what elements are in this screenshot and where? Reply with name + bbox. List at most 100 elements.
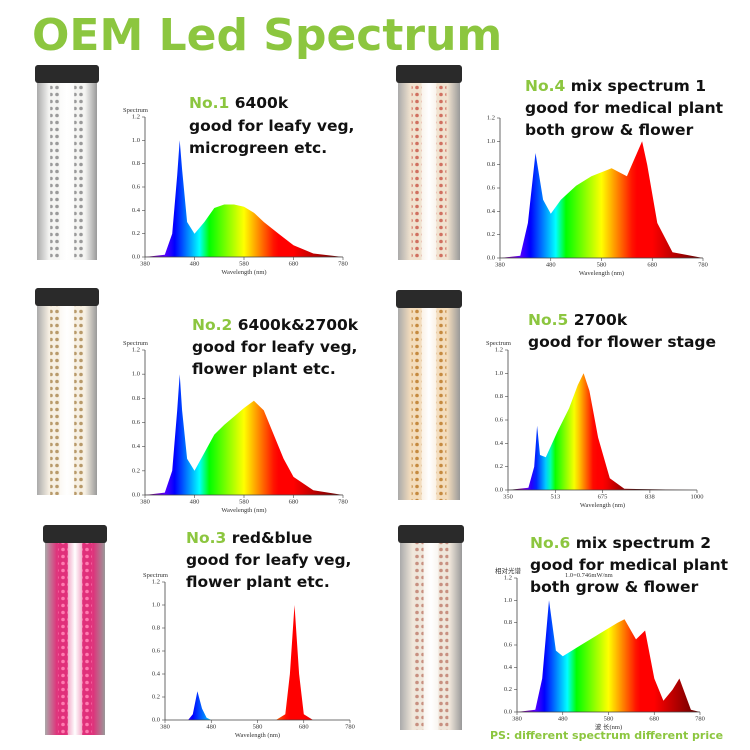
lamp-image xyxy=(398,525,464,730)
x-tick-label: 380 xyxy=(512,715,522,722)
lamp-tube xyxy=(398,65,460,260)
y-tick-label: 0.8 xyxy=(504,619,512,626)
lamp-tube xyxy=(398,290,460,500)
y-tick-label: 0.2 xyxy=(487,231,495,238)
lamp-cap xyxy=(398,525,464,543)
y-tick-label: 0.0 xyxy=(152,716,160,723)
y-tick-label: 0.6 xyxy=(504,641,513,648)
x-tick-label: 780 xyxy=(698,261,708,268)
spectrum-area xyxy=(145,140,343,257)
lamp-strip xyxy=(50,302,60,495)
y-tick-label: 0.6 xyxy=(152,647,161,654)
spectrum-chart: 0.0 0.2 0.4 0.6 0.8 1.0 1.2 380 480 580 680 780 相对光谱… xyxy=(495,566,705,731)
lamp-cap xyxy=(35,288,99,306)
footnote: PS: different spectrum different price xyxy=(490,729,723,742)
lamp-tube xyxy=(45,525,105,735)
panel-number: No.4 xyxy=(525,77,566,95)
y-tick-label: 0.2 xyxy=(152,693,160,700)
spectrum-chart: 0.0 0.2 0.4 0.6 0.8 1.0 1.2 380 480 580 680 780 Spec… xyxy=(143,572,355,739)
x-tick-label: 680 xyxy=(289,498,299,505)
panel-line: good for medical plant xyxy=(525,99,724,117)
panel-line: flower plant etc. xyxy=(192,360,336,378)
y-tick-label: 0.6 xyxy=(132,419,141,426)
y-tick-label: 0.2 xyxy=(132,230,140,237)
lamp-image xyxy=(396,290,462,500)
y-axis-label: Spectrum xyxy=(123,107,148,114)
y-tick-label: 0.8 xyxy=(132,160,140,167)
x-tick-label: 580 xyxy=(253,723,263,730)
y-tick-label: 0.4 xyxy=(487,208,496,215)
y-tick-label: 0.4 xyxy=(152,670,161,677)
spectrum-area xyxy=(500,141,703,258)
chart-note: 1.0=0.746mW/nm xyxy=(565,572,613,579)
spectrum-chart: 0.0 0.2 0.4 0.6 0.8 1.0 1.2 380 480 580 680 780 Spec… xyxy=(123,107,348,276)
lamp-tube xyxy=(37,65,97,260)
x-tick-label: 580 xyxy=(604,715,614,722)
lamp-strip xyxy=(411,304,422,500)
panel-heading: No.3 red&blue xyxy=(186,529,312,547)
y-tick-label: 0.4 xyxy=(504,664,513,671)
y-tick-label: 0.0 xyxy=(132,491,140,498)
y-tick-label: 0.6 xyxy=(487,184,496,191)
y-tick-label: 1.0 xyxy=(495,370,503,377)
lamp-cap xyxy=(35,65,99,83)
x-tick-label: 680 xyxy=(289,260,299,267)
lamp-strip xyxy=(436,79,447,260)
y-axis-label: 相对光谱 xyxy=(495,566,522,575)
panel-heading: No.5 2700k xyxy=(528,311,628,329)
y-tick-label: 1.0 xyxy=(132,371,140,378)
x-tick-label: 480 xyxy=(546,261,556,268)
y-tick-label: 0.0 xyxy=(132,253,140,260)
y-tick-label: 0.8 xyxy=(495,393,503,400)
x-axis-label: Wavelength (nm) xyxy=(579,270,624,277)
lamp-image xyxy=(396,65,462,260)
x-tick-label: 675 xyxy=(598,493,608,500)
x-tick-label: 380 xyxy=(160,723,170,730)
y-axis-label: Spectrum xyxy=(123,340,148,347)
y-tick-label: 1.2 xyxy=(152,578,160,585)
y-tick-label: 0.8 xyxy=(152,624,160,631)
y-tick-label: 0.0 xyxy=(487,254,495,261)
panel-name: 6400k xyxy=(235,94,289,112)
panel-name: red&blue xyxy=(232,529,313,547)
y-tick-label: 0.8 xyxy=(487,161,495,168)
panel-line: good for leafy veg, xyxy=(189,117,354,135)
panel-name: 6400k&2700k xyxy=(238,316,359,334)
x-tick-label: 780 xyxy=(338,260,348,267)
lamp-strip xyxy=(50,79,60,260)
panel-line: good for medical plant xyxy=(530,556,729,574)
lamp-strip xyxy=(82,539,92,735)
lamp-strip xyxy=(436,304,447,500)
panel-line: microgreen etc. xyxy=(189,139,327,157)
y-tick-label: 1.2 xyxy=(132,346,140,353)
panel-line: good for leafy veg, xyxy=(192,338,357,356)
x-axis-label: Wavelength (nm) xyxy=(580,502,625,509)
spectrum-chart: 0.0 0.2 0.4 0.6 0.8 1.0 1.2 350 513 675 838 1000 Spe… xyxy=(486,340,704,509)
x-tick-label: 480 xyxy=(558,715,568,722)
x-tick-label: 580 xyxy=(239,498,249,505)
panel-heading: No.4 mix spectrum 1 xyxy=(525,77,706,95)
panel-heading: No.6 mix spectrum 2 xyxy=(530,534,711,552)
lamp-strip xyxy=(74,79,84,260)
lamp-cap xyxy=(43,525,107,543)
y-tick-label: 0.2 xyxy=(495,463,503,470)
lamp-strip xyxy=(411,79,422,260)
y-tick-label: 0.0 xyxy=(495,486,503,493)
y-tick-label: 0.2 xyxy=(132,467,140,474)
panel-line: flower plant etc. xyxy=(186,573,330,591)
lamp-cap xyxy=(396,290,462,308)
x-tick-label: 480 xyxy=(190,498,200,505)
y-tick-label: 0.6 xyxy=(132,183,141,190)
x-axis-label: Wavelength (nm) xyxy=(221,507,266,514)
y-tick-label: 0.8 xyxy=(132,395,140,402)
y-tick-label: 1.0 xyxy=(152,601,160,608)
x-tick-label: 380 xyxy=(140,498,150,505)
panel-number: No.3 xyxy=(186,529,226,547)
y-tick-label: 1.0 xyxy=(487,138,495,145)
y-axis-label: Spectrum xyxy=(143,572,168,579)
y-tick-label: 1.2 xyxy=(487,114,495,121)
y-tick-label: 0.4 xyxy=(132,207,141,214)
x-tick-label: 580 xyxy=(597,261,607,268)
x-tick-label: 480 xyxy=(190,260,200,267)
